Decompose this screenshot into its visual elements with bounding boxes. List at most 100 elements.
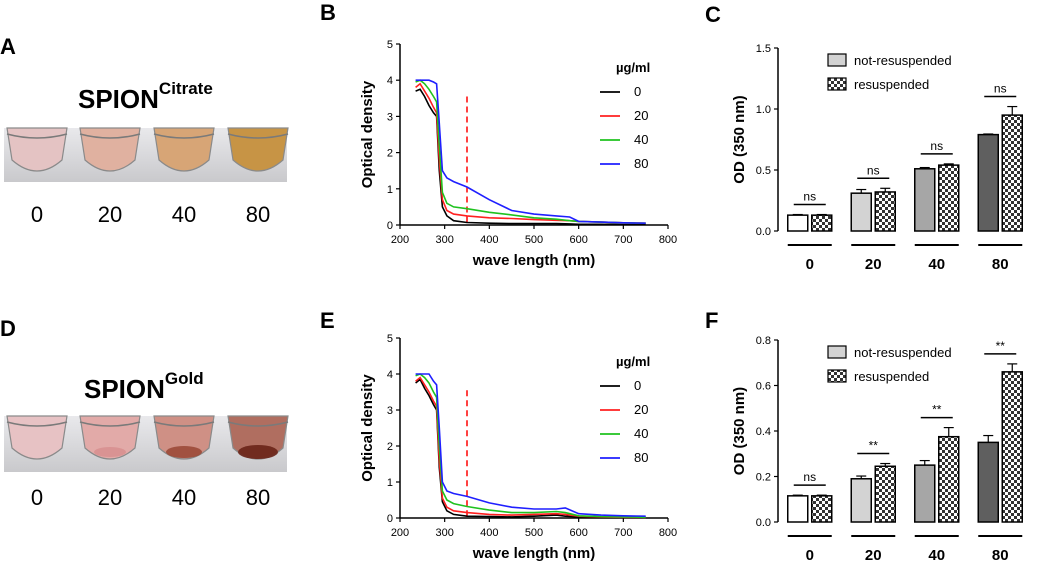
legend-label: 20 xyxy=(634,402,648,417)
panel-letter-b: B xyxy=(320,0,336,25)
vial xyxy=(79,127,141,172)
panel-letter-f: F xyxy=(705,308,718,333)
x-tick-label: 200 xyxy=(391,527,409,539)
series-line-0 xyxy=(415,88,646,226)
vial xyxy=(6,415,68,460)
series-line-20 xyxy=(415,376,646,519)
category-label: 20 xyxy=(865,547,882,564)
vial-label: 20 xyxy=(98,485,122,510)
vial xyxy=(79,415,141,460)
panel-a-vials xyxy=(6,127,289,172)
legend-label: 20 xyxy=(634,108,648,123)
bar-not-resuspended-20 xyxy=(850,192,872,232)
bar-not-resuspended-80 xyxy=(977,133,999,232)
y-axis-label: Optical density xyxy=(359,374,376,482)
y-axis-label: OD (350 nm) xyxy=(731,387,748,475)
series-line-20 xyxy=(415,82,646,224)
y-tick-label: 1 xyxy=(387,477,393,489)
x-tick-label: 300 xyxy=(435,527,453,539)
legend-label: not-resuspended xyxy=(854,345,952,360)
bar-resuspended-20 xyxy=(874,191,896,232)
legend-label: 80 xyxy=(634,450,648,465)
significance-label: ** xyxy=(996,339,1006,353)
vial-meniscus xyxy=(6,421,68,427)
chart-f-od-gold: 0.0 0.2 0.4 0.6 0.8 OD (350 nm) ns 0 ** 20 ** 40 ** 8… xyxy=(731,335,1023,564)
bar-resuspended-40 xyxy=(938,435,960,523)
x-tick-label: 500 xyxy=(525,234,543,246)
vial-meniscus xyxy=(79,133,141,139)
y-axis-label: Optical density xyxy=(359,80,376,188)
vial-meniscus xyxy=(79,421,141,427)
y-tick-label: 0.2 xyxy=(756,472,771,484)
panel-letter-d: D xyxy=(0,316,16,341)
y-axis-label: OD (350 nm) xyxy=(731,95,748,183)
significance-label: ns xyxy=(994,82,1007,96)
vial-meniscus xyxy=(153,133,215,139)
vial xyxy=(227,127,289,172)
bar-not-resuspended-40 xyxy=(914,168,936,232)
legend-swatch xyxy=(827,369,847,383)
vial-sediment xyxy=(166,446,202,458)
bar-resuspended-20 xyxy=(874,465,896,523)
legend-swatch xyxy=(827,77,847,91)
category-label: 80 xyxy=(992,547,1009,564)
bar-resuspended-80 xyxy=(1001,371,1023,523)
y-tick-label: 5 xyxy=(387,333,393,345)
x-tick-label: 800 xyxy=(659,234,677,246)
y-tick-label: 1.5 xyxy=(756,43,771,55)
vial xyxy=(153,415,215,460)
panel-a-title-superscript: Citrate xyxy=(159,79,213,98)
bar-resuspended-80 xyxy=(1001,114,1023,232)
series-line-40 xyxy=(415,373,646,519)
y-tick-label: 4 xyxy=(387,75,393,87)
category-label: 0 xyxy=(806,547,814,564)
x-tick-label: 600 xyxy=(569,527,587,539)
chart-c-od-citrate: 0.0 0.5 1.0 1.5 OD (350 nm) ns 0 ns 20 ns 40 ns 80 no… xyxy=(731,43,1023,273)
legend-label: not-resuspended xyxy=(854,53,952,68)
legend-label: resuspended xyxy=(854,369,929,384)
series-line-80 xyxy=(415,79,646,224)
x-tick-label: 400 xyxy=(480,234,498,246)
vial-label: 80 xyxy=(246,485,270,510)
series-line-80 xyxy=(415,373,646,517)
vial xyxy=(153,127,215,172)
vial-label: 40 xyxy=(172,202,196,227)
x-tick-label: 300 xyxy=(435,234,453,246)
vial-sediment xyxy=(94,447,126,457)
bar-resuspended-0 xyxy=(811,495,833,523)
bar-not-resuspended-0 xyxy=(787,214,809,232)
category-label: 40 xyxy=(928,547,945,564)
y-tick-label: 2 xyxy=(387,441,393,453)
legend-swatch xyxy=(827,53,847,67)
vial-label: 80 xyxy=(246,202,270,227)
vial-meniscus xyxy=(227,421,289,427)
y-tick-label: 0 xyxy=(387,220,393,232)
significance-label: ** xyxy=(932,403,942,417)
legend-label: 0 xyxy=(634,378,641,393)
x-tick-label: 600 xyxy=(569,234,587,246)
bar-resuspended-0 xyxy=(811,214,833,232)
significance-label: ** xyxy=(869,439,879,453)
legend-title: µg/ml xyxy=(616,60,650,75)
category-label: 80 xyxy=(992,256,1009,273)
panel-letter-e: E xyxy=(320,308,335,333)
vial-label: 0 xyxy=(31,485,43,510)
panel-a-title-main: SPION xyxy=(78,84,159,114)
legend-label: 40 xyxy=(634,132,648,147)
x-axis-label: wave length (nm) xyxy=(472,545,596,562)
significance-label: ns xyxy=(867,163,880,177)
y-tick-label: 0 xyxy=(387,513,393,525)
series-line-40 xyxy=(415,79,646,224)
panel-letter-c: C xyxy=(705,2,721,27)
category-label: 40 xyxy=(928,256,945,273)
y-tick-label: 4 xyxy=(387,369,393,381)
y-tick-label: 2 xyxy=(387,148,393,160)
y-tick-label: 3 xyxy=(387,405,393,417)
panel-d-title-superscript: Gold xyxy=(165,369,204,388)
y-tick-label: 5 xyxy=(387,39,393,51)
y-tick-label: 1.0 xyxy=(756,104,771,116)
bar-not-resuspended-80 xyxy=(977,441,999,523)
legend-label: resuspended xyxy=(854,77,929,92)
panel-d: D SPIONGold 0 20 40 80 xyxy=(0,316,289,510)
vial-label: 20 xyxy=(98,202,122,227)
